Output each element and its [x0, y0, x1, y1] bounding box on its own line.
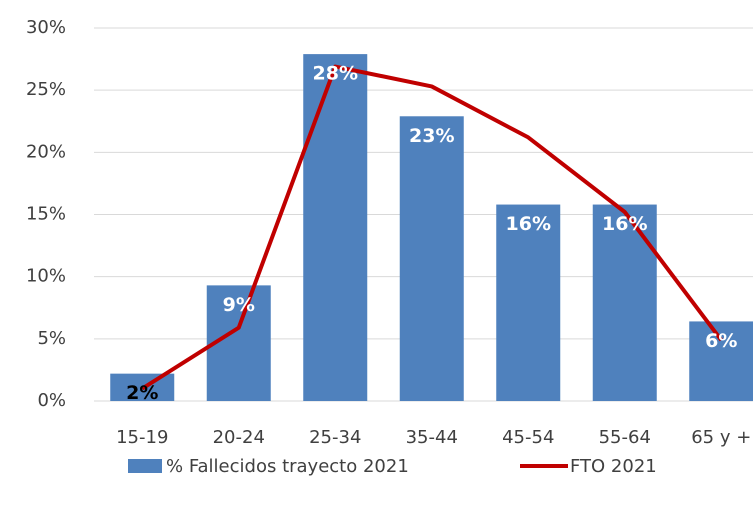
- x-tick-label: 15-19: [116, 427, 168, 448]
- y-tick-label: 5%: [37, 328, 66, 349]
- y-tick-label: 20%: [26, 141, 66, 162]
- y-tick-label: 25%: [26, 79, 66, 100]
- y-tick-label: 10%: [26, 266, 66, 287]
- y-tick-label: 15%: [26, 204, 66, 225]
- data-label: 16%: [602, 213, 647, 235]
- x-tick-label: 25-34: [309, 427, 361, 448]
- bar: [496, 204, 561, 401]
- data-label: 28%: [313, 63, 358, 85]
- bar: [303, 54, 368, 402]
- data-label: 16%: [506, 213, 551, 235]
- y-tick-label: 30%: [26, 17, 66, 38]
- bar: [399, 116, 464, 401]
- bar: [689, 321, 753, 401]
- data-label: 23%: [409, 125, 454, 147]
- data-label: 2%: [126, 382, 158, 404]
- x-tick-label: 35-44: [406, 427, 458, 448]
- x-tick-label: 45-54: [502, 427, 554, 448]
- data-label: 6%: [705, 330, 737, 352]
- line: [141, 64, 723, 391]
- legend-swatch: [128, 459, 162, 473]
- x-tick-label: 65 y +: [691, 427, 751, 448]
- y-tick-label: 0%: [37, 390, 66, 411]
- legend-label: % Fallecidos trayecto 2021: [166, 456, 409, 477]
- legend-label: FTO 2021: [570, 456, 657, 477]
- x-tick-label: 55-64: [599, 427, 651, 448]
- data-label: 9%: [223, 294, 255, 316]
- x-tick-label: 20-24: [213, 427, 265, 448]
